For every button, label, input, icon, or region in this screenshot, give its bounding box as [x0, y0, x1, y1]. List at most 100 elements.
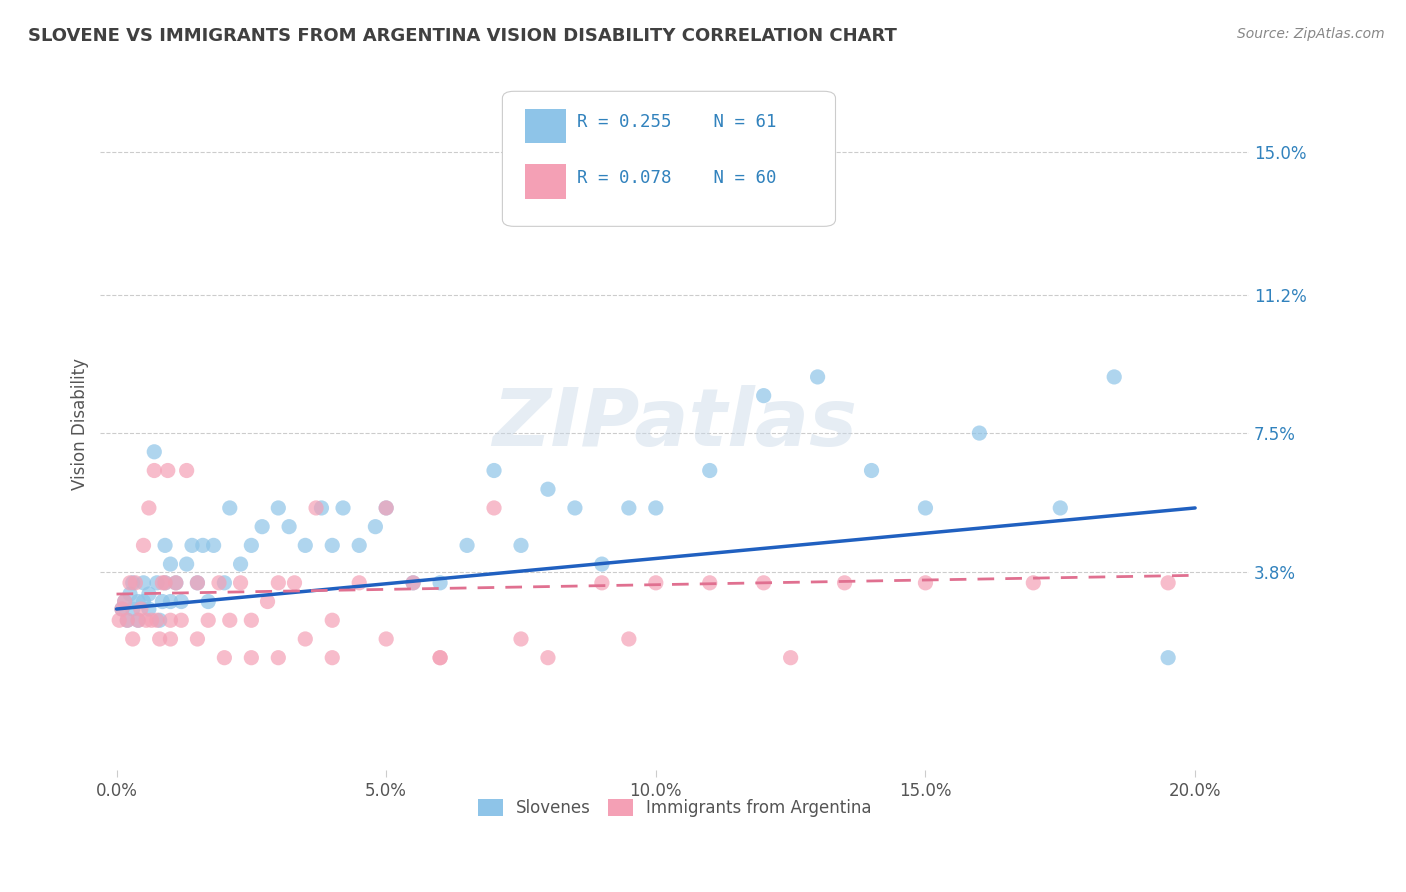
Text: SLOVENE VS IMMIGRANTS FROM ARGENTINA VISION DISABILITY CORRELATION CHART: SLOVENE VS IMMIGRANTS FROM ARGENTINA VIS… — [28, 27, 897, 45]
Point — [321, 613, 343, 627]
Point — [283, 575, 305, 590]
FancyBboxPatch shape — [526, 109, 565, 144]
Text: Source: ZipAtlas.com: Source: ZipAtlas.com — [1237, 27, 1385, 41]
Point — [311, 500, 333, 515]
Point — [146, 613, 169, 627]
Point — [218, 500, 240, 515]
Point — [149, 632, 172, 646]
Point — [208, 575, 231, 590]
Y-axis label: Vision Disability: Vision Disability — [72, 358, 89, 490]
Point — [321, 650, 343, 665]
Point — [121, 602, 143, 616]
Point — [202, 538, 225, 552]
Legend: Slovenes, Immigrants from Argentina: Slovenes, Immigrants from Argentina — [471, 792, 879, 824]
Point — [591, 575, 613, 590]
Point — [170, 594, 193, 608]
Point — [176, 557, 198, 571]
Point — [834, 575, 856, 590]
Point — [114, 594, 136, 608]
Point — [229, 557, 252, 571]
FancyBboxPatch shape — [502, 91, 835, 227]
Point — [124, 575, 146, 590]
Point — [129, 602, 152, 616]
Point — [153, 575, 176, 590]
Point — [214, 650, 236, 665]
Point — [146, 575, 169, 590]
Point — [860, 463, 883, 477]
Point — [914, 500, 936, 515]
Point — [250, 519, 273, 533]
Point — [121, 632, 143, 646]
Point — [118, 587, 141, 601]
Point — [752, 575, 775, 590]
Point — [699, 463, 721, 477]
Point — [969, 426, 991, 441]
Point — [186, 575, 208, 590]
Point — [111, 602, 134, 616]
Point — [121, 575, 143, 590]
Text: R = 0.255    N = 61: R = 0.255 N = 61 — [576, 113, 776, 131]
Point — [117, 613, 139, 627]
Point — [153, 575, 176, 590]
Point — [127, 613, 149, 627]
Point — [170, 613, 193, 627]
Point — [197, 594, 219, 608]
Point — [156, 463, 179, 477]
Point — [256, 594, 278, 608]
Point — [429, 650, 451, 665]
Point — [807, 370, 830, 384]
Point — [132, 538, 155, 552]
Point — [305, 500, 328, 515]
Point — [510, 538, 533, 552]
Point — [1022, 575, 1045, 590]
Text: R = 0.078    N = 60: R = 0.078 N = 60 — [576, 169, 776, 186]
Point — [138, 602, 160, 616]
Point — [229, 575, 252, 590]
Point — [153, 538, 176, 552]
Point — [135, 613, 157, 627]
Point — [186, 632, 208, 646]
Point — [165, 575, 187, 590]
Point — [644, 500, 666, 515]
Point — [159, 613, 181, 627]
Point — [914, 575, 936, 590]
Point — [537, 650, 560, 665]
Point — [429, 575, 451, 590]
Point — [143, 463, 166, 477]
Point — [240, 613, 263, 627]
Point — [402, 575, 425, 590]
Point — [482, 500, 505, 515]
Point — [176, 463, 198, 477]
Point — [1157, 650, 1180, 665]
Point — [181, 538, 204, 552]
Point — [150, 594, 173, 608]
Point — [375, 500, 398, 515]
Point — [375, 500, 398, 515]
Point — [127, 613, 149, 627]
Point — [617, 632, 640, 646]
Point — [402, 575, 425, 590]
Point — [150, 575, 173, 590]
Point — [149, 613, 172, 627]
Point — [138, 500, 160, 515]
FancyBboxPatch shape — [526, 164, 565, 199]
Point — [644, 575, 666, 590]
Point — [159, 594, 181, 608]
Point — [429, 650, 451, 665]
Point — [186, 575, 208, 590]
Point — [240, 650, 263, 665]
Point — [752, 389, 775, 403]
Point — [267, 650, 290, 665]
Point — [108, 613, 131, 627]
Point — [132, 575, 155, 590]
Point — [143, 444, 166, 458]
Point — [332, 500, 354, 515]
Point — [278, 519, 301, 533]
Point — [111, 602, 134, 616]
Point — [159, 557, 181, 571]
Point — [191, 538, 214, 552]
Point — [118, 575, 141, 590]
Point — [617, 500, 640, 515]
Point — [375, 632, 398, 646]
Point — [114, 594, 136, 608]
